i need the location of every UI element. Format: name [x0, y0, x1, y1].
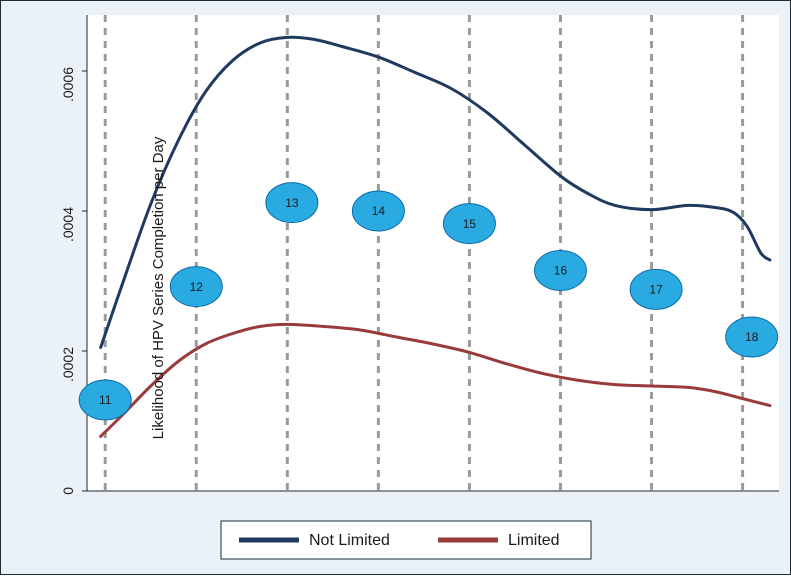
age-marker-label: 17 [649, 283, 663, 297]
y-tick-label: .0002 [60, 347, 76, 382]
age-marker-label: 11 [99, 393, 112, 407]
y-tick-label: .0004 [60, 207, 76, 242]
age-marker-label: 16 [554, 264, 568, 278]
chart-container: Likelihood of HPV Series Completion per … [0, 0, 791, 575]
y-axis-title: Likelihood of HPV Series Completion per … [150, 136, 167, 439]
age-marker-label: 14 [372, 204, 386, 218]
y-tick-label: .0006 [60, 67, 76, 102]
age-marker-label: 13 [285, 196, 299, 210]
chart-svg: 0 .0002 .0004 .0006 11 12 13 14 15 16 17 18 Not Limi… [1, 1, 791, 576]
age-marker-label: 15 [463, 217, 477, 231]
y-tick-label: 0 [60, 487, 76, 495]
age-marker-label: 18 [745, 330, 759, 344]
plot-area [87, 15, 779, 491]
age-marker-label: 12 [190, 280, 204, 294]
legend-label: Not Limited [309, 532, 390, 549]
legend-label: Limited [508, 532, 560, 549]
